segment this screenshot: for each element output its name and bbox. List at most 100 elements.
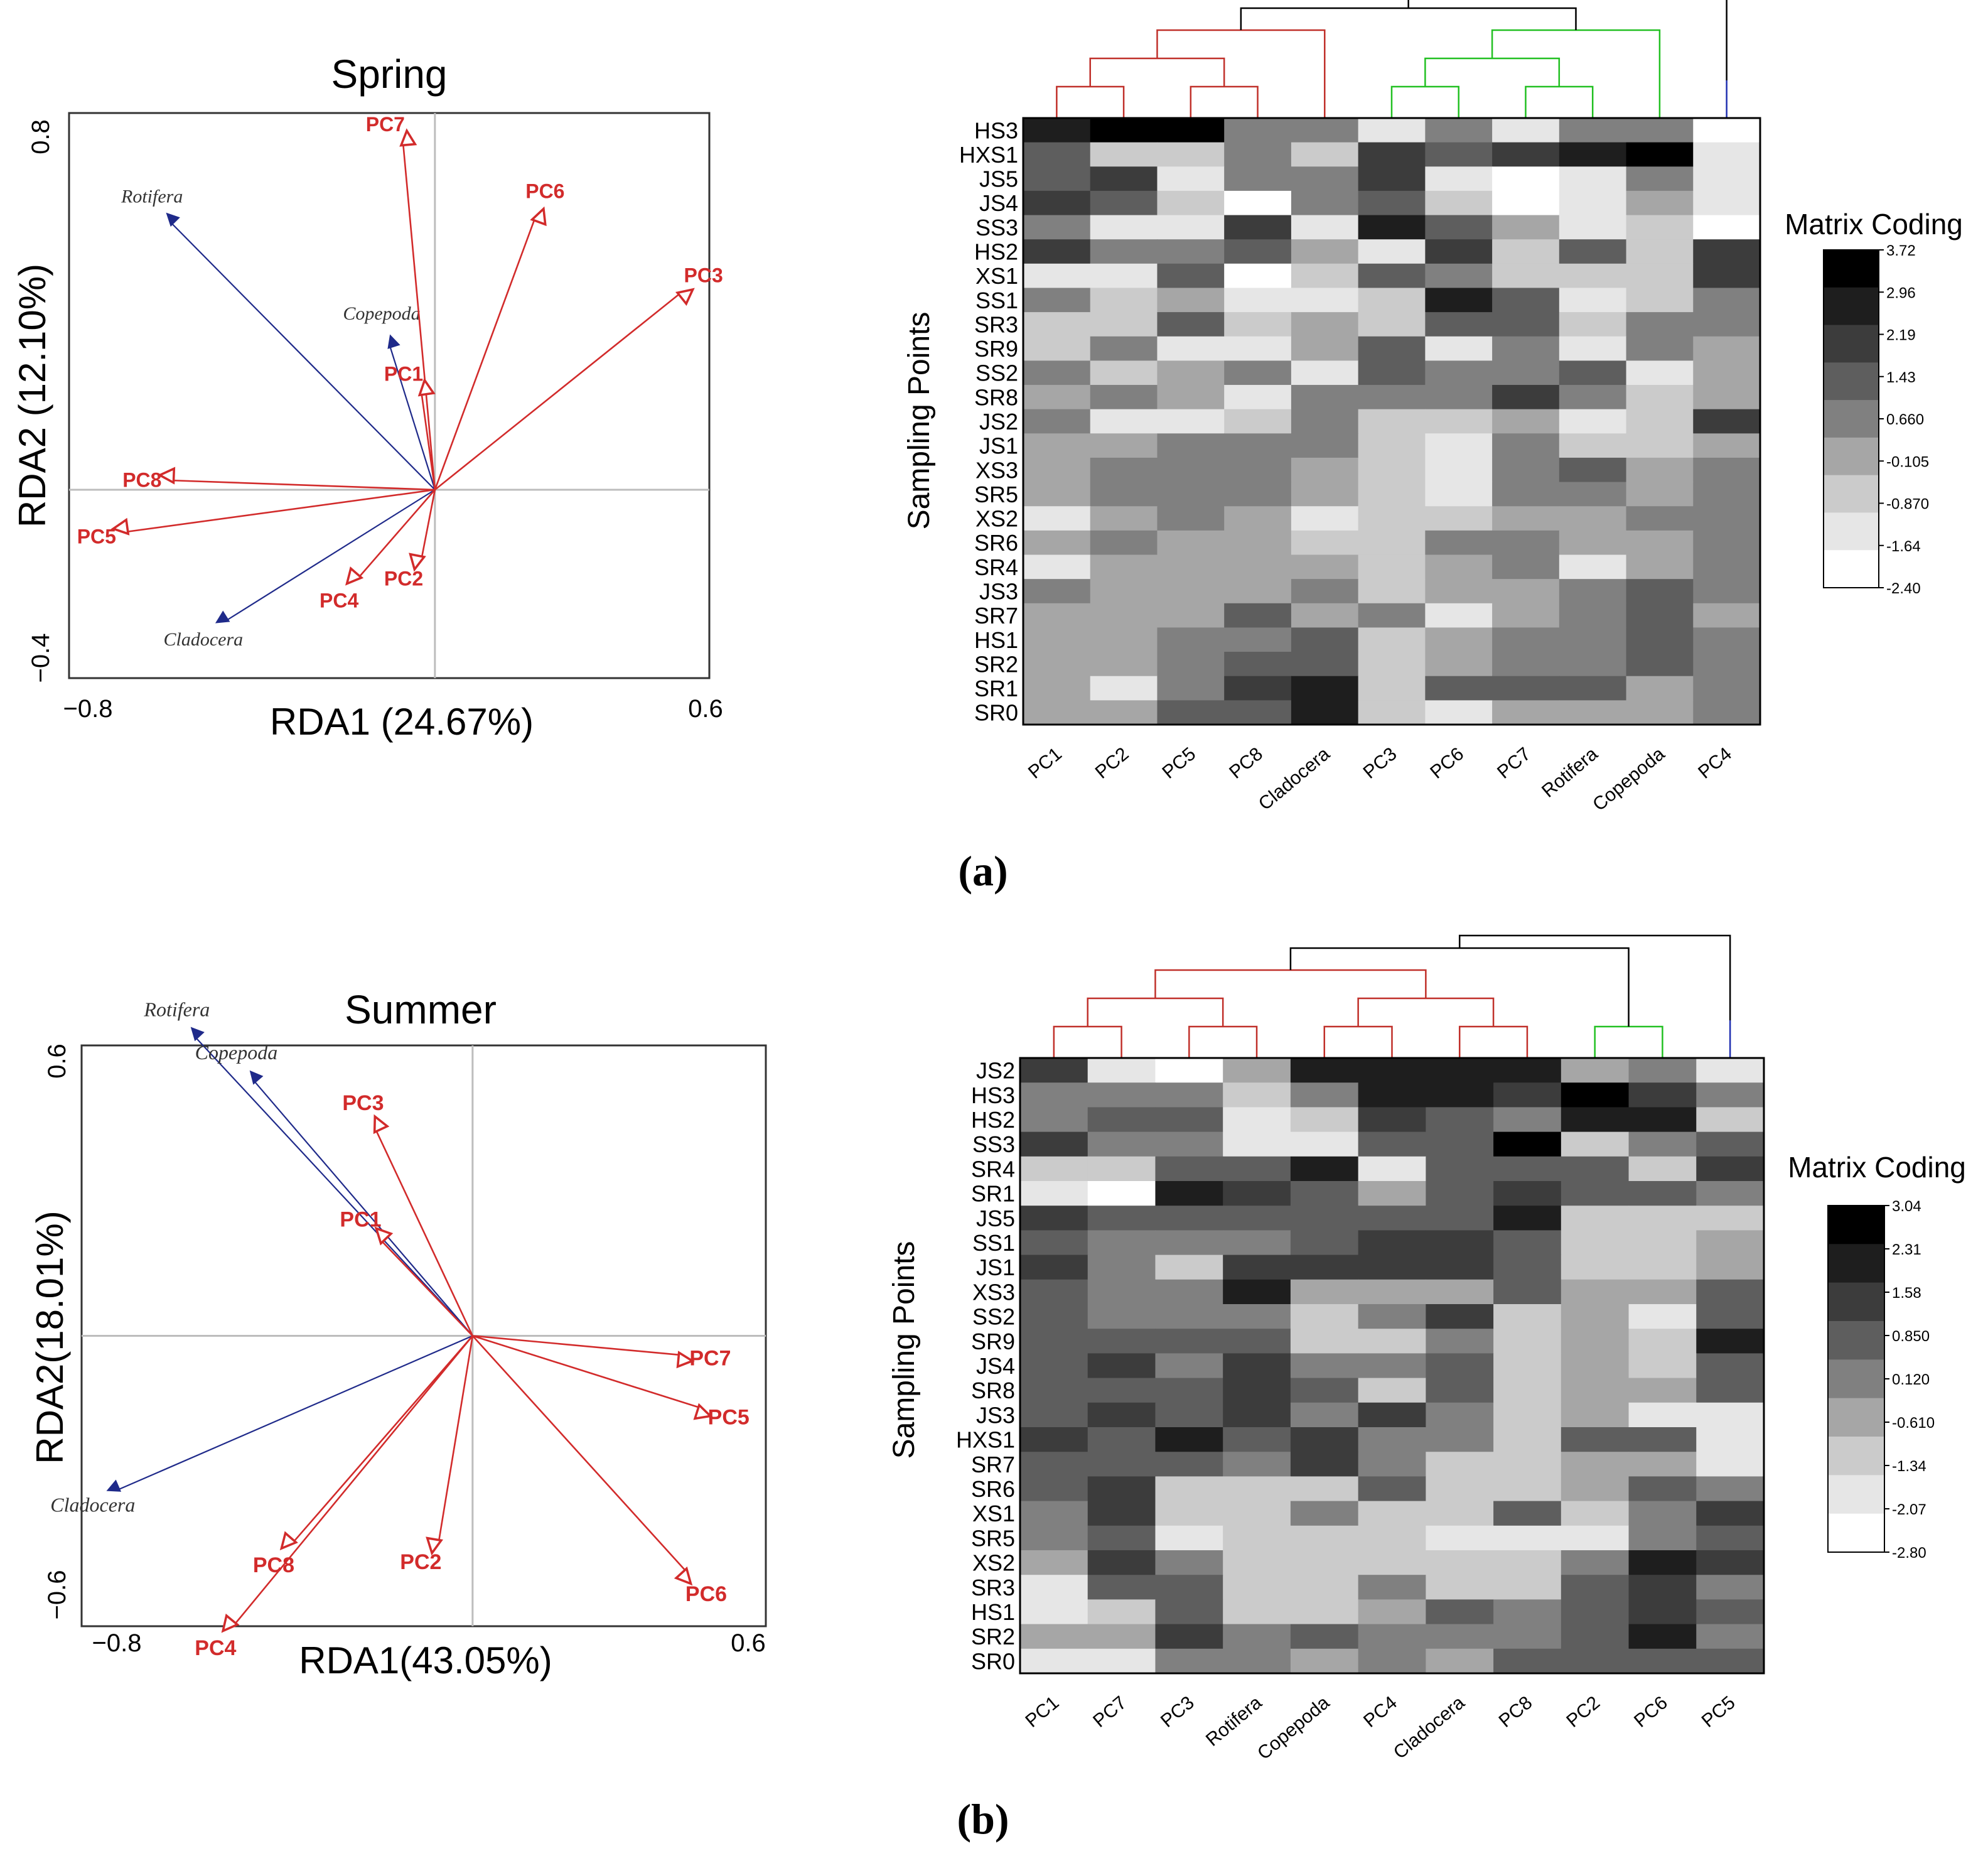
heatmap-cell xyxy=(1224,676,1292,701)
row-label: XS3 xyxy=(975,457,1018,483)
row-label: XS2 xyxy=(972,1550,1015,1576)
heatmap-cell xyxy=(1023,312,1091,337)
heatmap-cell xyxy=(1626,627,1694,652)
heatmap-cell xyxy=(1020,1058,1088,1083)
heatmap-cell xyxy=(1023,409,1091,434)
heatmap-cell xyxy=(1559,166,1627,192)
heatmap-cell xyxy=(1358,1550,1426,1575)
heatmap-cell xyxy=(1090,409,1158,434)
env-arrow xyxy=(110,488,436,536)
heatmap-cell xyxy=(1291,554,1359,580)
row-label: SR5 xyxy=(971,1525,1015,1551)
heatmap-cell xyxy=(1358,676,1426,701)
heatmap-cell xyxy=(1426,1427,1494,1452)
legend-swatch xyxy=(1824,400,1879,438)
row-label: XS1 xyxy=(972,1501,1015,1526)
legend-swatch xyxy=(1828,1513,1884,1553)
species-arrow xyxy=(190,1027,473,1337)
heatmap-cell xyxy=(1224,554,1292,580)
color-legend: 3.04 2.31 1.58 0.850 0.120 -0.610 -1.34 -2.07 -2… xyxy=(1827,1198,1935,1562)
heatmap-cell xyxy=(1087,1599,1156,1625)
heatmap-cell xyxy=(1358,288,1426,313)
heatmap-cell xyxy=(1023,433,1091,458)
heatmap-cell xyxy=(1223,1279,1291,1305)
env-label: PC5 xyxy=(708,1405,750,1429)
heatmap-cell xyxy=(1358,579,1426,604)
heatmap-cell xyxy=(1628,1329,1697,1354)
heatmap-cell xyxy=(1561,1427,1630,1452)
heatmap-cell xyxy=(1492,312,1560,337)
heatmap-cell xyxy=(1087,1452,1156,1477)
heatmap-cell xyxy=(1561,1230,1630,1256)
heatmap-cell xyxy=(1157,530,1225,556)
heatmap-cell xyxy=(1693,385,1761,410)
heatmap-cell xyxy=(1290,1206,1359,1231)
env-arrow xyxy=(417,377,436,490)
heatmap-cell xyxy=(1492,579,1560,604)
row-label: SR2 xyxy=(971,1624,1015,1649)
heatmap-cell xyxy=(1628,1402,1697,1428)
row-label: SR0 xyxy=(974,700,1018,726)
heatmap-cell xyxy=(1290,1476,1359,1502)
heatmap-cell xyxy=(1358,700,1426,725)
heatmap-cell xyxy=(1626,554,1694,580)
row-label: SR1 xyxy=(974,676,1018,701)
heatmap-cell xyxy=(1492,239,1560,264)
heatmap-cell xyxy=(1023,554,1091,580)
heatmap-cell xyxy=(1157,190,1225,216)
y-axis-label: Sampling Points xyxy=(888,1241,921,1459)
heatmap-cell xyxy=(1626,676,1694,701)
heatmap-cell xyxy=(1223,1427,1291,1452)
heatmap-cell xyxy=(1493,1058,1562,1083)
heatmap-cell xyxy=(1090,433,1158,458)
row-label: JS3 xyxy=(979,578,1018,604)
heatmap-cell xyxy=(1358,360,1426,386)
heatmap-cell xyxy=(1561,1058,1630,1083)
species-arrow xyxy=(215,489,436,623)
heatmap-cell xyxy=(1290,1624,1359,1649)
heatmap-cell xyxy=(1358,1624,1426,1649)
env-arrow xyxy=(409,489,436,572)
row-label: HS1 xyxy=(971,1599,1015,1625)
heatmap-cell xyxy=(1693,530,1761,556)
heatmap-cell xyxy=(1090,360,1158,386)
heatmap-cell xyxy=(1291,142,1359,167)
heatmap-cell xyxy=(1155,1255,1223,1280)
heatmap-cell xyxy=(1561,1624,1630,1649)
heatmap-cell xyxy=(1291,603,1359,629)
heatmap-cell xyxy=(1492,700,1560,725)
heatmap-cell xyxy=(1291,312,1359,337)
heatmap-cell xyxy=(1628,1378,1697,1403)
heatmap-cell xyxy=(1224,215,1292,240)
heatmap-cell xyxy=(1426,1452,1494,1477)
heatmap-cell xyxy=(1493,1599,1562,1625)
env-arrow xyxy=(373,1114,474,1337)
heatmap-cell xyxy=(1023,530,1091,556)
legend-tick-label: -2.07 xyxy=(1892,1501,1926,1518)
heatmap-cell xyxy=(1223,1082,1291,1108)
heatmap-cell xyxy=(1626,336,1694,361)
column-label: Copepoda xyxy=(1589,743,1669,815)
biplot-title: Spring xyxy=(331,51,448,97)
heatmap-cell xyxy=(1155,1329,1223,1354)
heatmap-cell xyxy=(1696,1255,1765,1280)
heatmap-cell xyxy=(1426,1156,1494,1182)
heatmap-cell xyxy=(1696,1648,1765,1674)
heatmap-cell xyxy=(1020,1525,1088,1551)
heatmap-cell xyxy=(1358,1304,1426,1329)
row-label: SR4 xyxy=(974,554,1018,580)
heatmap-cell xyxy=(1559,263,1627,289)
heatmap-cell xyxy=(1155,1402,1223,1428)
heatmap-cell xyxy=(1561,1378,1630,1403)
heatmap-cell xyxy=(1023,118,1091,143)
heatmap-cell xyxy=(1223,1378,1291,1403)
heatmap-cell xyxy=(1561,1279,1630,1305)
heatmap-cell xyxy=(1626,166,1694,192)
heatmap-cell xyxy=(1693,142,1761,167)
heatmap-cell xyxy=(1157,263,1225,289)
heatmap-cell xyxy=(1224,239,1292,264)
heatmap-cell xyxy=(1224,506,1292,531)
heatmap-cell xyxy=(1493,1304,1562,1329)
row-label: HXS1 xyxy=(959,142,1018,168)
heatmap-cell xyxy=(1155,1131,1223,1157)
